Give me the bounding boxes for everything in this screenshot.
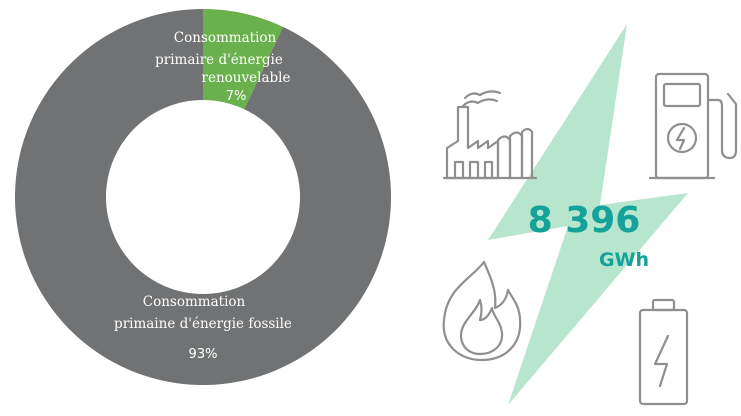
total-energy-unit: GWh [599, 249, 649, 271]
fossil-label-line-1: Consommation [143, 294, 246, 310]
renewable-value-label: 7% [226, 89, 247, 104]
fossil-value-label: 93% [189, 347, 218, 362]
flame-icon [442, 260, 522, 362]
battery-icon [638, 298, 689, 406]
renewable-label-line-2: primaire d'énergie [155, 52, 283, 68]
fossil-slice-label: Consommation primaine d'énergie fossile … [114, 294, 292, 362]
fuel-pump-icon [648, 72, 738, 180]
factory-icon [442, 90, 538, 180]
fossil-label-line-2: primaine d'énergie fossile [114, 316, 292, 332]
renewable-slice-label: Consommation primaire d'énergie renouvel… [155, 30, 290, 104]
donut-hole [106, 100, 300, 294]
total-energy-value: 8 396 [528, 200, 641, 241]
lightning-bolt-shape [488, 24, 688, 405]
renewable-label-line-1: Consommation [174, 30, 277, 46]
donut-chart [15, 9, 392, 385]
renewable-label-line-3: renouvelable [202, 70, 291, 86]
